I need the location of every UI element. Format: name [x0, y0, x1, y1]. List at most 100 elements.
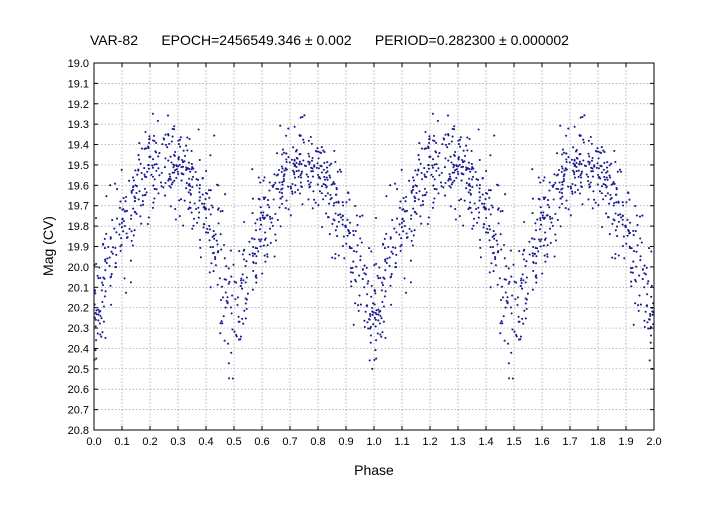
- data-point: [476, 221, 479, 224]
- data-point: [345, 201, 348, 204]
- data-point: [404, 291, 408, 294]
- data-point: [281, 183, 284, 186]
- data-point: [299, 181, 302, 184]
- data-point: [171, 135, 174, 138]
- data-point: [298, 192, 301, 195]
- data-point: [628, 231, 632, 234]
- data-point: [177, 173, 180, 176]
- data-point: [241, 317, 244, 320]
- data-point: [345, 242, 348, 245]
- data-point: [322, 198, 325, 201]
- data-point: [289, 214, 292, 217]
- x-tick-label: 2.0: [646, 436, 661, 448]
- data-point: [268, 206, 271, 209]
- data-point: [147, 147, 150, 150]
- data-point: [629, 271, 632, 274]
- data-point: [371, 310, 374, 313]
- data-point: [262, 244, 265, 247]
- data-point: [100, 335, 103, 338]
- data-point: [544, 231, 547, 234]
- data-point: [256, 218, 259, 221]
- data-point: [632, 250, 636, 253]
- y-tick-label: 19.2: [68, 99, 89, 111]
- data-point: [510, 351, 513, 354]
- data-point: [648, 247, 651, 250]
- data-point: [209, 246, 212, 249]
- data-point: [457, 158, 460, 161]
- data-point: [314, 201, 317, 204]
- data-point: [589, 135, 592, 139]
- data-point: [101, 281, 104, 284]
- data-point: [259, 181, 262, 184]
- data-point: [220, 285, 223, 288]
- data-point: [548, 189, 551, 192]
- x-tick-label: 0.5: [226, 436, 241, 448]
- data-point: [245, 276, 248, 279]
- data-point: [494, 258, 497, 261]
- data-point: [111, 219, 114, 222]
- data-point: [461, 158, 464, 162]
- data-point: [129, 281, 132, 284]
- data-point: [102, 242, 105, 245]
- data-point: [470, 149, 473, 153]
- data-point: [293, 171, 296, 174]
- data-point: [597, 167, 600, 170]
- data-point: [231, 328, 234, 331]
- data-point: [316, 173, 320, 176]
- data-point: [244, 317, 247, 320]
- data-point: [238, 250, 241, 253]
- data-point: [606, 192, 609, 195]
- data-point: [477, 128, 480, 131]
- data-point: [153, 187, 156, 190]
- data-point: [350, 247, 353, 250]
- data-point: [510, 275, 513, 278]
- data-point: [472, 217, 476, 220]
- data-point: [120, 168, 123, 171]
- data-point: [431, 175, 435, 178]
- data-point: [174, 150, 177, 154]
- data-point: [546, 253, 549, 256]
- x-tick-label: 0.0: [86, 436, 101, 448]
- data-point: [583, 164, 586, 167]
- data-point: [418, 190, 421, 193]
- data-point: [572, 162, 575, 165]
- data-point: [385, 261, 388, 265]
- data-point: [340, 216, 343, 219]
- data-point: [549, 241, 552, 244]
- data-point: [549, 217, 552, 220]
- data-point: [209, 154, 212, 157]
- data-point: [175, 176, 178, 179]
- data-point: [579, 153, 582, 156]
- data-point: [335, 188, 338, 191]
- data-point: [205, 216, 208, 220]
- data-point: [167, 134, 170, 137]
- data-point: [500, 285, 503, 288]
- data-point: [421, 178, 424, 181]
- data-point: [272, 183, 275, 186]
- data-point: [198, 238, 202, 241]
- data-point: [269, 241, 272, 244]
- data-point: [126, 236, 129, 239]
- data-point: [152, 139, 155, 142]
- data-point: [478, 187, 481, 190]
- data-point: [280, 170, 283, 174]
- data-point: [274, 212, 277, 215]
- data-point: [469, 201, 472, 204]
- data-point: [481, 202, 484, 205]
- data-point: [450, 140, 453, 143]
- data-point: [285, 134, 288, 137]
- data-point: [251, 237, 254, 240]
- data-point: [415, 212, 418, 216]
- data-point: [485, 169, 488, 173]
- data-point: [173, 179, 176, 182]
- data-point: [138, 142, 141, 145]
- data-point: [610, 162, 613, 165]
- data-point: [119, 200, 122, 203]
- data-point: [317, 167, 320, 170]
- data-point: [170, 161, 173, 164]
- data-point: [587, 139, 590, 142]
- data-point: [190, 162, 193, 165]
- x-axis-title: Phase: [354, 462, 394, 478]
- data-point: [634, 230, 637, 233]
- data-point: [539, 216, 542, 220]
